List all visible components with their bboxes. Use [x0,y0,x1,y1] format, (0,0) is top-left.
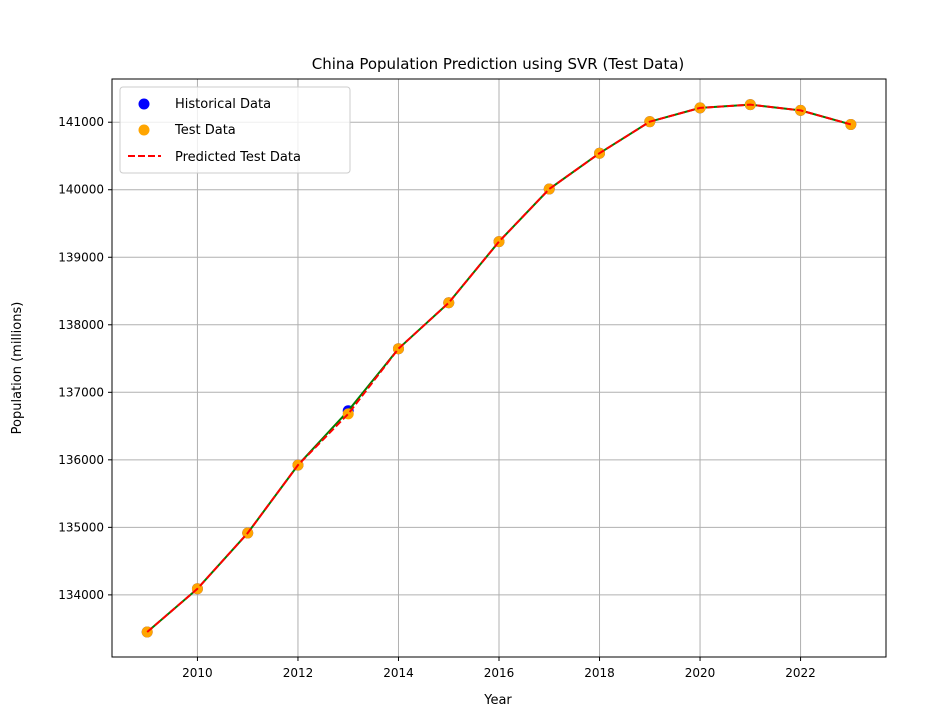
y-axis-label: Population (millions) [10,302,25,435]
y-tick-label: 135000 [58,520,104,534]
y-tick-label: 134000 [58,588,104,602]
x-tick-label: 2020 [685,666,716,680]
x-tick-label: 2010 [182,666,213,680]
legend-label-predicted: Predicted Test Data [175,150,301,165]
x-axis-ticks: 2010 2012 2014 2016 2018 2020 2022 [182,657,816,680]
legend-label-historical: Historical Data [175,97,271,112]
plot-data [141,99,857,638]
x-tick-label: 2014 [383,666,414,680]
legend-marker-historical [138,98,150,110]
legend-marker-test [138,124,150,136]
x-tick-label: 2022 [785,666,816,680]
x-tick-label: 2012 [283,666,314,680]
chart-title: China Population Prediction using SVR (T… [312,55,685,73]
y-tick-label: 141000 [58,115,104,129]
y-tick-label: 136000 [58,453,104,467]
line-predicted-test-data [146,103,852,633]
grid-lines [112,79,886,657]
y-axis-ticks: 134000 135000 136000 137000 138000 139000 1400… [58,115,112,602]
y-tick-label: 138000 [58,318,104,332]
legend-box [119,86,351,174]
x-tick-label: 2018 [584,666,615,680]
y-tick-label: 139000 [58,250,104,264]
legend-label-test: Test Data [174,123,236,138]
y-tick-label: 137000 [58,385,104,399]
legend: Historical Data Test Data Predicted Test… [119,86,351,174]
x-tick-label: 2016 [484,666,515,680]
x-axis-label: Year [483,693,512,706]
y-tick-label: 140000 [58,183,104,197]
